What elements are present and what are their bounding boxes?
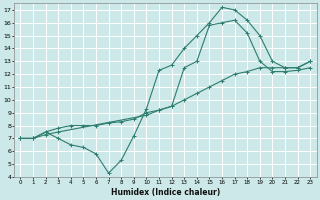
X-axis label: Humidex (Indice chaleur): Humidex (Indice chaleur) <box>111 188 220 197</box>
